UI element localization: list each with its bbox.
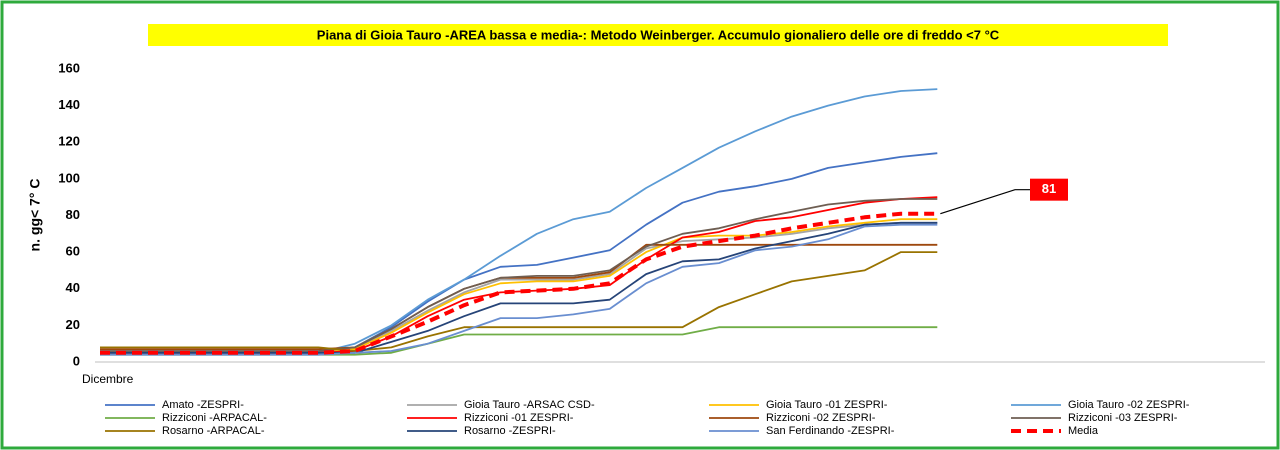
y-tick-label: 100	[58, 170, 80, 185]
chart-title: Piana di Gioia Tauro -AREA bassa e media…	[317, 27, 1000, 42]
y-tick-label: 120	[58, 134, 80, 149]
legend-label: Gioia Tauro -02 ZESPRI-	[1068, 399, 1190, 411]
series-line	[100, 221, 938, 354]
legend-label: San Ferdinando -ZESPRI-	[766, 425, 895, 437]
x-tick-label: Dicembre	[82, 372, 134, 386]
series-line	[100, 198, 938, 352]
legend-label: Rizziconi -01 ZESPRI-	[464, 412, 574, 424]
annotation-leader	[940, 189, 1030, 215]
data-label: 81	[1042, 181, 1056, 196]
legend-label: Media	[1068, 425, 1099, 437]
y-tick-label: 80	[66, 207, 80, 222]
legend-label: Rosarno -ZESPRI-	[464, 425, 556, 437]
y-tick-label: 160	[58, 60, 80, 75]
y-tick-label: 140	[58, 97, 80, 112]
y-axis-label: n. gg< 7° C	[27, 179, 43, 252]
legend-label: Amato -ZESPRI-	[162, 399, 244, 411]
y-tick-label: 20	[66, 317, 80, 332]
legend-label: Gioia Tauro -ARSAC CSD-	[464, 399, 595, 411]
legend-label: Rizziconi -ARPACAL-	[162, 412, 267, 424]
legend-label: Rizziconi -02 ZESPRI-	[766, 412, 876, 424]
series-line	[100, 251, 938, 352]
legend-label: Rizziconi -03 ZESPRI-	[1068, 412, 1178, 424]
y-tick-label: 40	[66, 280, 80, 295]
title-box	[148, 24, 1168, 46]
average-line	[100, 211, 938, 355]
legend-label: Gioia Tauro -01 ZESPRI-	[766, 399, 888, 411]
y-tick-label: 60	[66, 244, 80, 259]
annotation-box	[1030, 178, 1068, 201]
y-tick-label: 0	[73, 353, 80, 368]
legend-label: Rosarno -ARPACAL-	[162, 425, 265, 437]
series-line	[100, 223, 938, 356]
